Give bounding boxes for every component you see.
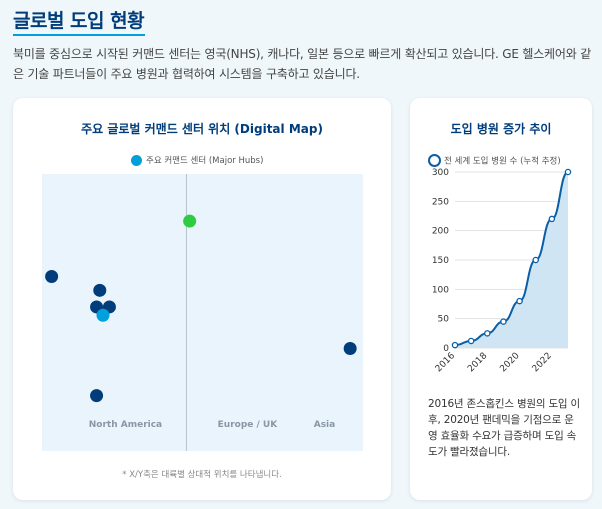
data-point <box>467 337 475 345</box>
data-point <box>564 168 572 176</box>
data-point <box>500 318 507 325</box>
hub-point <box>90 389 104 403</box>
series-legend-swatch <box>428 154 441 167</box>
intro-paragraph: 북미를 중심으로 시작된 커맨드 센터는 영국(NHS), 캐나다, 일본 등으… <box>13 47 592 81</box>
x-tick-label: 2018 <box>466 351 489 374</box>
y-tick-label: 0 <box>443 344 449 354</box>
map-legend[interactable]: 주요 커맨드 센터 (Major Hubs) <box>131 154 263 166</box>
hub-point <box>343 342 357 356</box>
region-label: Europe / UK <box>218 420 279 430</box>
trend-legend[interactable]: 전 세계 도입 병원 수 (누적 추정) <box>428 154 561 167</box>
data-point <box>516 297 523 305</box>
series-area <box>455 172 568 348</box>
hub-point <box>96 308 110 322</box>
y-tick-label: 50 <box>438 315 450 325</box>
map-plot-area: North America Europe / UK Asia <box>42 174 363 451</box>
region-label: Asia <box>314 420 335 430</box>
hub-scatter-chart: North America Europe / UK Asia <box>45 174 357 451</box>
data-point <box>532 256 539 264</box>
trend-legend-label: 전 세계 도입 병원 수 (누적 추정) <box>444 156 561 167</box>
data-point <box>548 215 556 223</box>
trend-card: 도입 병원 증가 추이 전 세계 도입 병원 수 (누적 추정) 0 50 100 1… <box>410 98 592 500</box>
y-tick-label: 300 <box>432 168 449 178</box>
data-point <box>484 330 491 337</box>
y-tick-label: 250 <box>432 197 449 207</box>
page-title: 글로벌 도입 현황 <box>13 10 145 32</box>
hub-point <box>45 269 59 283</box>
title-underline <box>13 34 145 36</box>
y-tick-label: 200 <box>432 227 449 237</box>
x-tick-label: 2020 <box>498 351 521 374</box>
map-card-title: 주요 글로벌 커맨드 센터 위치 (Digital Map) <box>81 122 323 136</box>
trend-card-title: 도입 병원 증가 추이 <box>450 122 552 136</box>
data-point <box>451 341 459 349</box>
x-tick-label: 2022 <box>531 351 554 374</box>
y-tick-label: 100 <box>432 285 449 295</box>
hub-point <box>93 283 107 297</box>
map-note: * X/Y축은 대륙별 상대적 위치를 나타냅니다. <box>122 470 282 480</box>
x-tick-label: 2016 <box>434 351 457 374</box>
region-label: North America <box>89 420 162 430</box>
map-card: 주요 글로벌 커맨드 센터 위치 (Digital Map) 주요 커맨드 센터… <box>13 98 391 500</box>
hub-point <box>183 214 197 228</box>
hub-legend-swatch <box>131 154 142 166</box>
map-legend-label: 주요 커맨드 센터 (Major Hubs) <box>146 156 264 166</box>
y-tick-label: 150 <box>432 256 449 266</box>
adoption-area-chart: 0 50 100 150 200 250 300 2016 2018 2020 2022 <box>432 168 572 374</box>
trend-summary: 2016년 존스홉킨스 병원의 도입 이후, 2020년 팬데믹을 기점으로 운… <box>428 398 580 458</box>
